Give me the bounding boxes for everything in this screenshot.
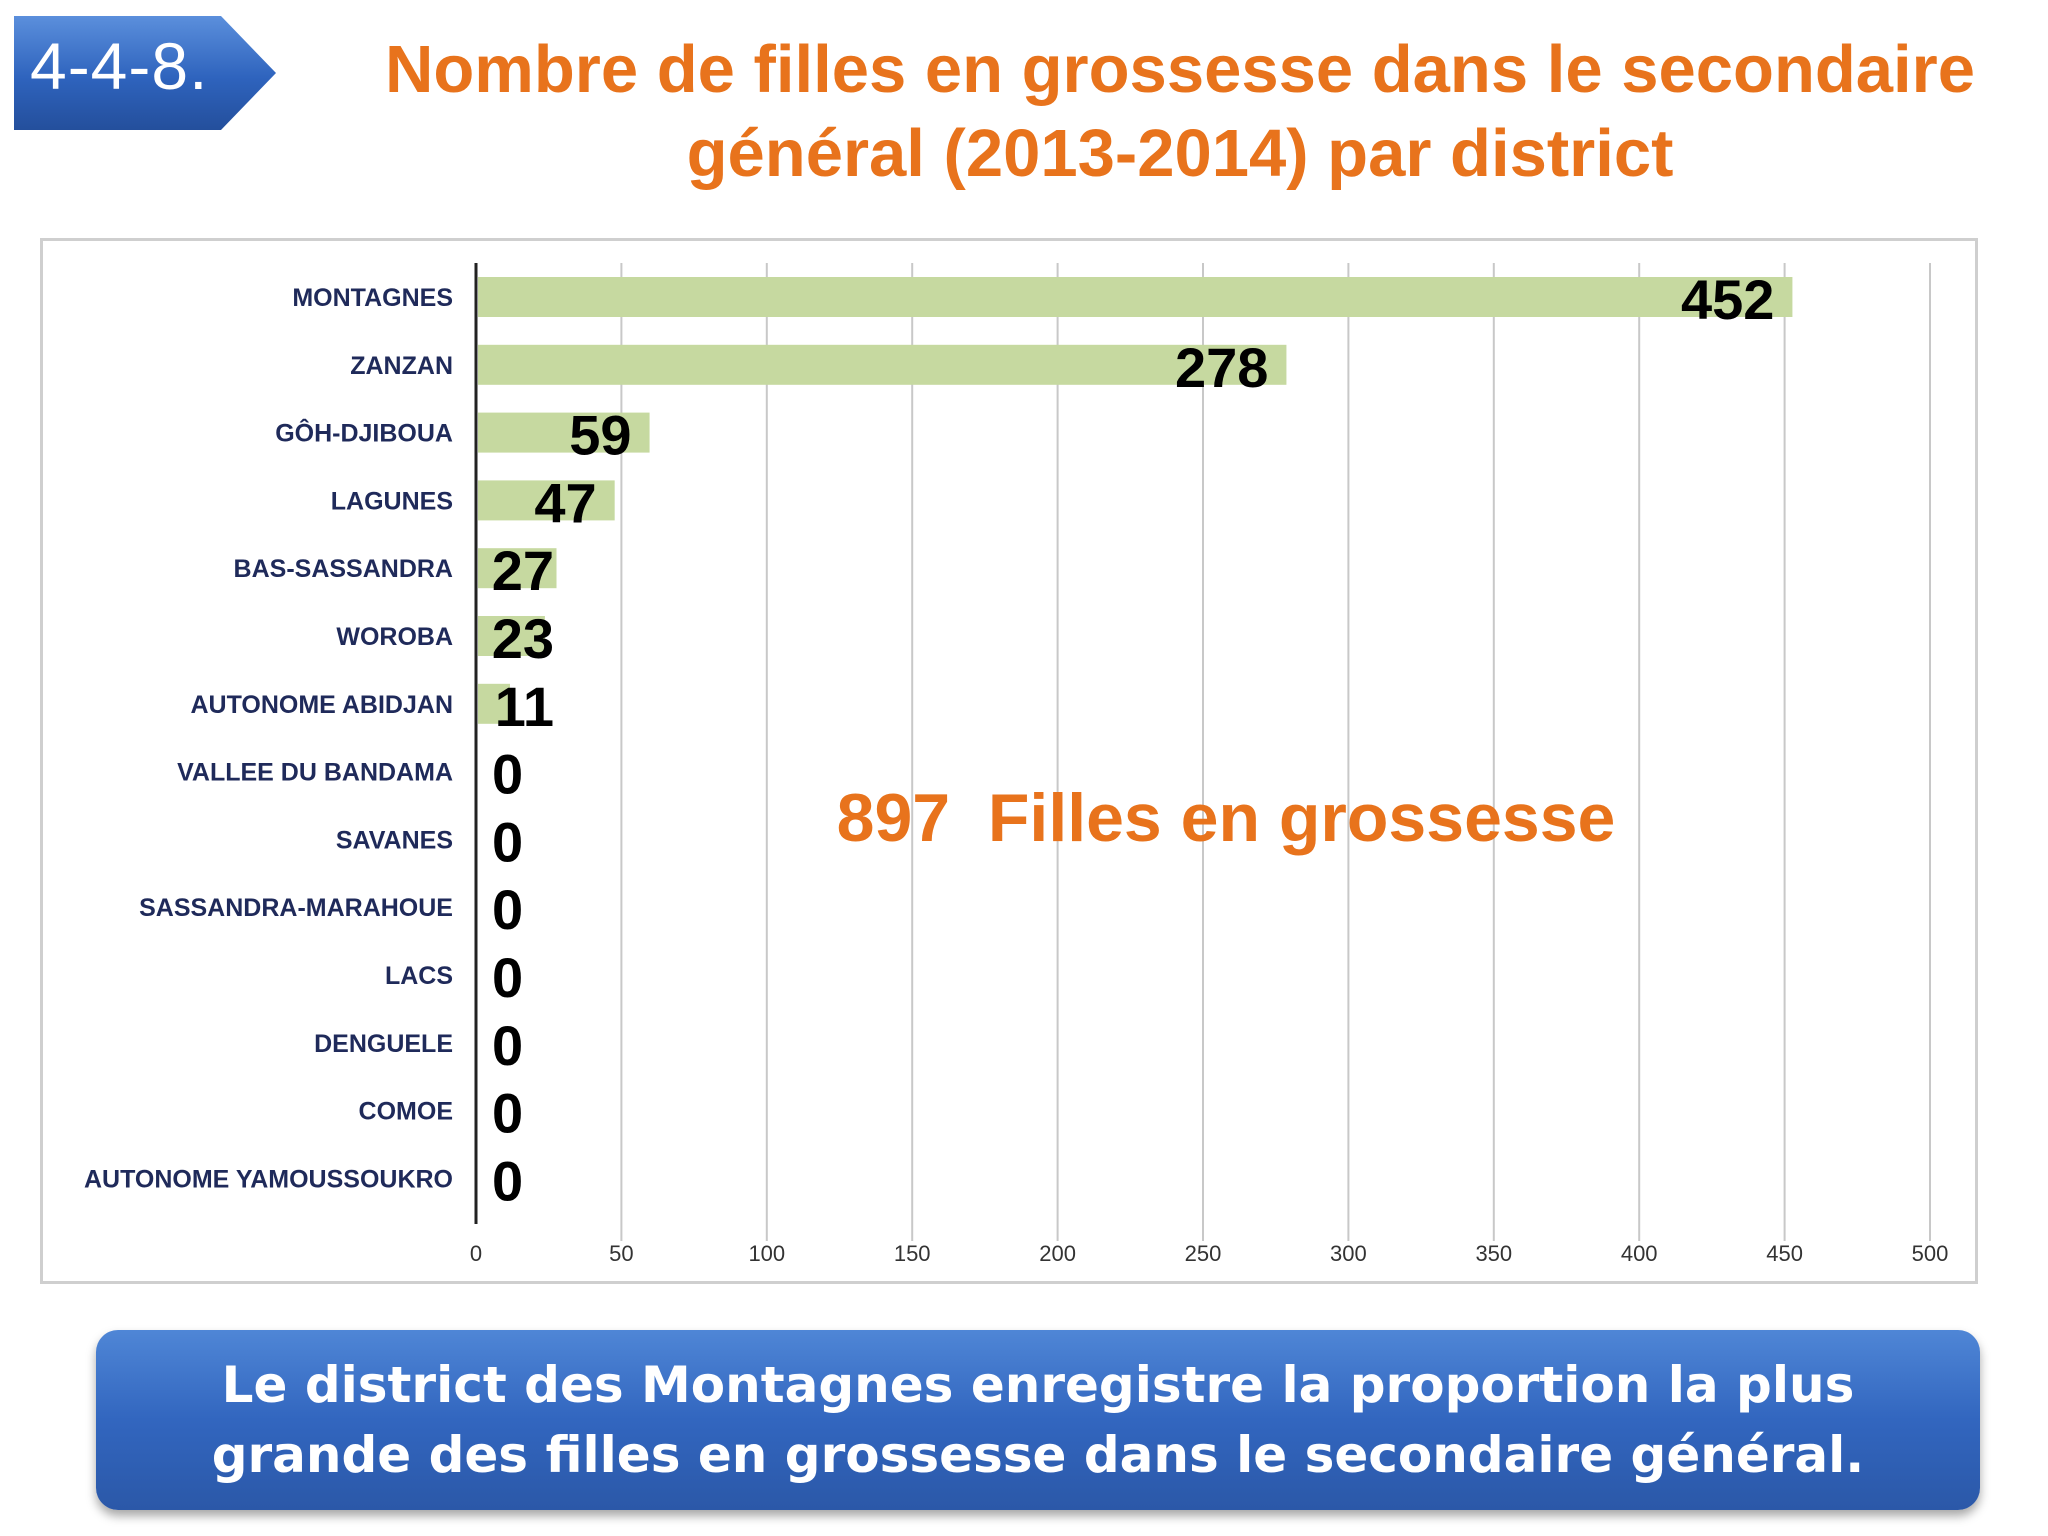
data-label: 0: [492, 810, 523, 873]
bar: [478, 683, 510, 724]
category-label: COMOE: [359, 1098, 453, 1126]
x-tick-label: 250: [1185, 1241, 1222, 1266]
bar-chart: MONTAGNES ZANZAN GÔH-DJIBOUA LAGUNES BAS-SAS…: [84, 263, 1948, 1266]
data-label: 23: [492, 607, 554, 670]
chart-title: Nombre de filles en grossesse dans le se…: [384, 32, 1976, 191]
category-label: AUTONOME ABIDJAN: [190, 691, 453, 719]
total-annotation: 897 Filles en grossesse: [837, 780, 1616, 856]
x-tick-label: 450: [1766, 1241, 1803, 1266]
x-tick-label: 100: [748, 1241, 785, 1266]
data-label: 278: [1175, 336, 1268, 399]
x-tick-label: 200: [1039, 1241, 1076, 1266]
x-tick-label: 50: [609, 1241, 633, 1266]
conclusion-text: Le district des Montagnes enregistre la …: [211, 1356, 1865, 1484]
data-label: 0: [492, 1082, 523, 1145]
data-label: 27: [492, 539, 554, 602]
bars: [478, 277, 1793, 724]
bar: [478, 277, 1793, 317]
category-label: VALLEE DU BANDAMA: [177, 759, 453, 787]
category-label: SASSANDRA-MARAHOUE: [139, 894, 453, 922]
x-tick-label: 150: [894, 1241, 931, 1266]
category-label: DENGUELE: [314, 1030, 453, 1058]
data-label: 59: [569, 404, 631, 467]
category-label: MONTAGNES: [292, 284, 453, 312]
x-tick-label: 500: [1912, 1241, 1949, 1266]
bar: [478, 616, 545, 656]
data-label: 0: [492, 946, 523, 1009]
chart-frame: MONTAGNES ZANZAN GÔH-DJIBOUA LAGUNES BAS-SAS…: [40, 238, 1978, 1284]
data-label: 11: [495, 675, 554, 738]
x-tick-label: 300: [1330, 1241, 1367, 1266]
x-axis-ticks: 0 50 100 150 200 250 300 350 400 450 500: [470, 1241, 1948, 1266]
data-label: 0: [492, 1149, 523, 1212]
bar: [478, 480, 615, 521]
conclusion-banner: Le district des Montagnes enregistre la …: [96, 1330, 1980, 1510]
data-label: 0: [492, 743, 523, 806]
gridlines: [620, 263, 1931, 1241]
category-label: SAVANES: [336, 826, 453, 854]
bar: [478, 548, 557, 589]
data-label: 452: [1681, 268, 1774, 331]
data-label: 0: [492, 878, 523, 941]
data-label: 47: [534, 471, 596, 534]
section-badge: [14, 16, 276, 130]
category-label: BAS-SASSANDRA: [234, 555, 453, 583]
category-label: AUTONOME YAMOUSSOUKRO: [84, 1165, 453, 1193]
x-tick-label: 0: [470, 1241, 482, 1266]
data-label: 0: [492, 1014, 523, 1077]
x-tick-label: 400: [1621, 1241, 1658, 1266]
category-label: LACS: [385, 962, 453, 990]
bar: [478, 412, 650, 453]
x-tick-label: 350: [1475, 1241, 1512, 1266]
category-label: GÔH-DJIBOUA: [275, 418, 453, 448]
category-label: ZANZAN: [350, 352, 453, 380]
category-labels: MONTAGNES ZANZAN GÔH-DJIBOUA LAGUNES BAS-SAS…: [84, 284, 453, 1193]
category-label: WOROBA: [336, 623, 453, 651]
bar: [478, 344, 1287, 385]
section-number: 4-4-8.: [30, 29, 209, 103]
category-label: LAGUNES: [331, 487, 453, 515]
